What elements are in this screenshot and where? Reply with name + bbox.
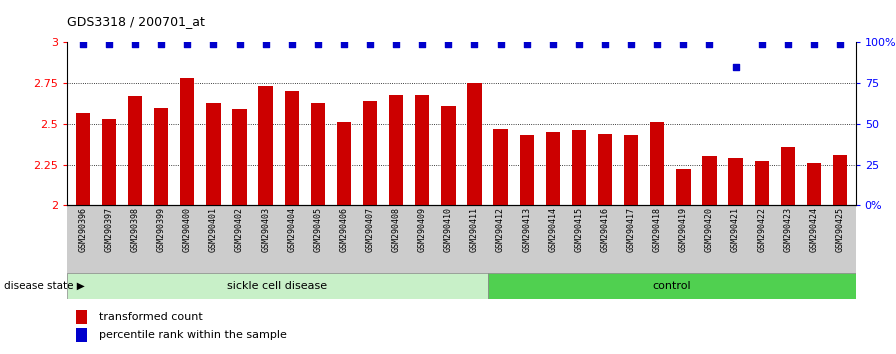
Point xyxy=(468,41,482,47)
Bar xyxy=(468,83,482,205)
Point xyxy=(598,41,612,47)
Point xyxy=(494,41,508,47)
Bar xyxy=(154,108,168,205)
Point xyxy=(676,41,691,47)
Bar xyxy=(833,155,848,205)
Point xyxy=(520,41,534,47)
Point xyxy=(75,41,90,47)
Point xyxy=(441,41,455,47)
Bar xyxy=(487,273,856,299)
Text: disease state ▶: disease state ▶ xyxy=(4,281,85,291)
Point xyxy=(624,41,638,47)
Point xyxy=(180,41,194,47)
Bar xyxy=(780,147,795,205)
Text: GDS3318 / 200701_at: GDS3318 / 200701_at xyxy=(67,15,205,28)
Point xyxy=(311,41,325,47)
Bar xyxy=(441,106,455,205)
Point xyxy=(546,41,560,47)
Point xyxy=(780,41,795,47)
Bar xyxy=(806,163,821,205)
Bar xyxy=(754,161,769,205)
Bar xyxy=(258,86,272,205)
Bar xyxy=(76,310,87,324)
Text: control: control xyxy=(652,281,691,291)
Bar xyxy=(494,129,508,205)
Bar xyxy=(624,135,638,205)
Point xyxy=(833,41,848,47)
Bar xyxy=(206,103,220,205)
Point xyxy=(806,41,821,47)
Bar xyxy=(67,273,487,299)
Point xyxy=(285,41,299,47)
Bar xyxy=(520,135,534,205)
Bar xyxy=(702,156,717,205)
Point xyxy=(337,41,351,47)
Bar xyxy=(728,158,743,205)
Bar xyxy=(102,119,116,205)
Point xyxy=(650,41,665,47)
Text: percentile rank within the sample: percentile rank within the sample xyxy=(99,330,287,340)
Bar xyxy=(415,95,429,205)
Bar xyxy=(128,96,142,205)
Point xyxy=(728,64,743,70)
Bar xyxy=(650,122,665,205)
Text: sickle cell disease: sickle cell disease xyxy=(228,281,328,291)
Point xyxy=(128,41,142,47)
Point xyxy=(415,41,429,47)
Point xyxy=(102,41,116,47)
Point xyxy=(572,41,586,47)
Bar xyxy=(676,170,691,205)
Bar xyxy=(363,101,377,205)
Bar xyxy=(337,122,351,205)
Bar xyxy=(311,103,325,205)
Point xyxy=(206,41,220,47)
Bar xyxy=(285,91,299,205)
Bar xyxy=(76,328,87,342)
Point xyxy=(389,41,403,47)
Point xyxy=(363,41,377,47)
Point xyxy=(258,41,272,47)
Bar xyxy=(598,134,612,205)
Bar xyxy=(232,109,246,205)
Bar xyxy=(75,113,90,205)
Point xyxy=(754,41,769,47)
Point xyxy=(232,41,246,47)
Bar xyxy=(180,78,194,205)
Text: transformed count: transformed count xyxy=(99,312,202,322)
Bar xyxy=(572,130,586,205)
Bar xyxy=(546,132,560,205)
Point xyxy=(154,41,168,47)
Bar xyxy=(389,95,403,205)
Point xyxy=(702,41,717,47)
